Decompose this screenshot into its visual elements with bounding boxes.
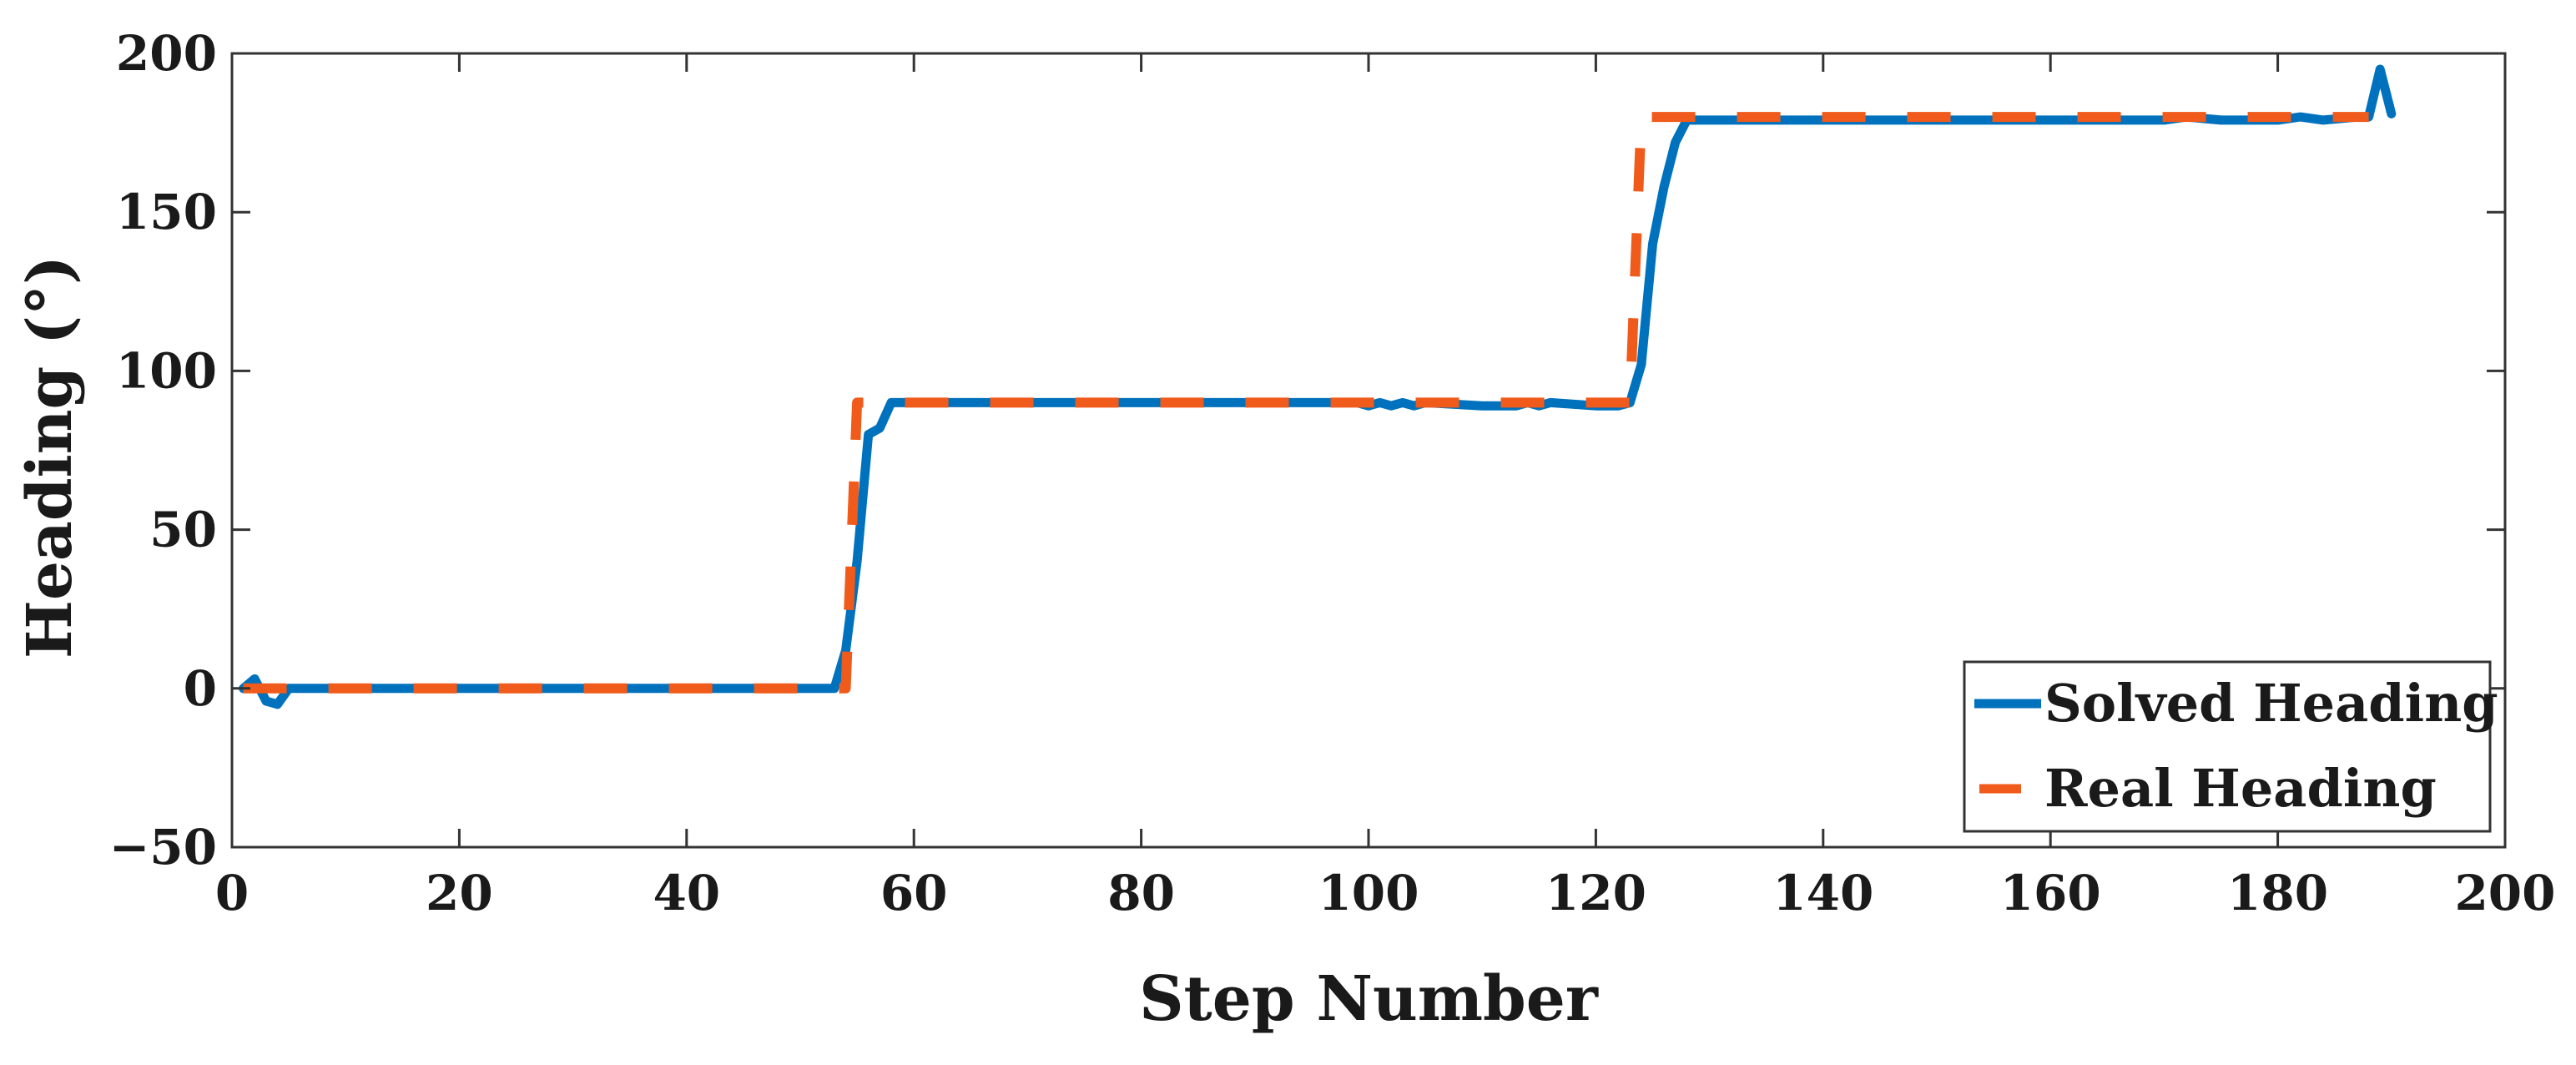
tick-labels-layer: 0 20 40 60 80 100 120 140 160 180 200−500501001502…	[109, 25, 2556, 921]
x-tick-label: 80	[1107, 865, 1175, 921]
x-tick-label: 40	[653, 865, 720, 921]
x-tick-label: 200	[2454, 865, 2555, 921]
x-tick-label: 180	[2227, 865, 2328, 921]
x-axis-label: Step Number	[1139, 963, 1599, 1035]
legend-box	[1963, 660, 2492, 833]
legend: Solved Heading Real Heading	[1963, 660, 2498, 833]
y-axis-label: Heading (°)	[14, 255, 86, 659]
y-tick-label: 0	[184, 660, 217, 717]
y-tick-label: 50	[149, 502, 217, 558]
legend-label-real-heading: Real Heading	[2044, 758, 2437, 819]
y-tick-label: 100	[116, 342, 217, 399]
ticks-layer	[230, 52, 2507, 849]
x-tick-label: 120	[1545, 865, 1646, 921]
x-tick-label: 0	[215, 865, 249, 921]
series-line-solved-heading	[239, 64, 2397, 709]
legend-label-solved-heading: Solved Heading	[2044, 673, 2498, 734]
y-tick-label: 150	[116, 184, 217, 240]
x-tick-label: 140	[1772, 865, 1873, 921]
y-tick-label: 200	[116, 25, 217, 82]
x-tick-label: 20	[426, 865, 493, 921]
series-layer	[239, 64, 2397, 709]
x-tick-label: 60	[880, 865, 948, 921]
series-line-real-heading	[243, 112, 2369, 694]
x-tick-label: 160	[2000, 865, 2101, 921]
y-tick-label: −50	[109, 819, 217, 876]
x-tick-label: 100	[1318, 865, 1419, 921]
